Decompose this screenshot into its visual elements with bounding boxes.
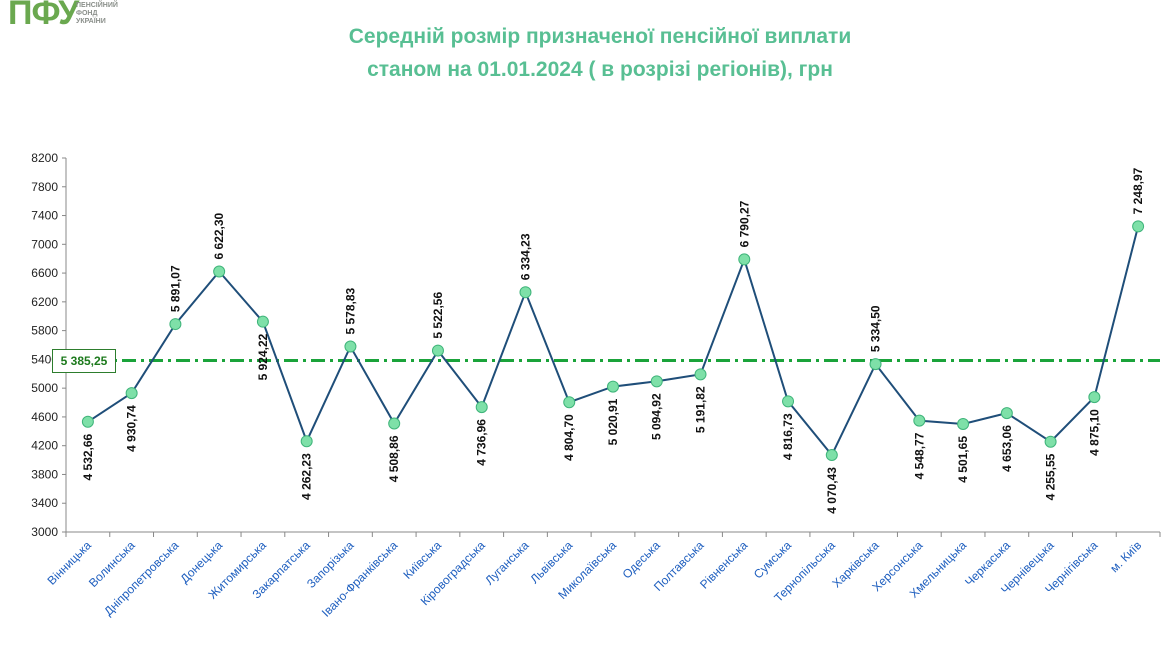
logo-subtitle: ПЕНСІЙНИЙ ФОНД УКРАЇНИ — [76, 2, 118, 26]
data-label: 5 522,56 — [431, 292, 445, 339]
data-point — [1088, 391, 1101, 404]
data-label: 5 334,50 — [869, 305, 883, 352]
logo-line-1: ПЕНСІЙНИЙ — [76, 2, 118, 9]
y-tick-label: 3800 — [31, 467, 58, 481]
y-tick-label: 5400 — [31, 352, 58, 366]
data-label: 5 020,91 — [606, 398, 620, 445]
data-point — [869, 358, 882, 371]
data-label: 4 804,70 — [562, 414, 576, 461]
x-category-label: м. Київ — [1107, 538, 1144, 575]
y-tick-label: 6200 — [31, 295, 58, 309]
data-point — [913, 414, 926, 427]
y-tick-label: 7400 — [31, 209, 58, 223]
y-tick-label: 4200 — [31, 439, 58, 453]
x-category-label: Рівненська — [697, 538, 751, 592]
data-point — [81, 415, 94, 428]
y-tick-label: 4600 — [31, 410, 58, 424]
data-label: 5 094,92 — [650, 393, 664, 440]
data-point — [300, 435, 313, 448]
data-label: 4 532,66 — [81, 433, 95, 480]
data-point — [607, 380, 619, 393]
data-label: 4 875,10 — [1087, 409, 1101, 456]
average-value-label: 5 385,25 — [52, 349, 116, 373]
data-point — [1044, 435, 1057, 448]
data-label: 4 070,43 — [825, 467, 839, 514]
data-label: 4 816,73 — [781, 413, 795, 460]
y-tick-label: 5000 — [31, 381, 58, 395]
data-label: 5 891,07 — [168, 265, 182, 312]
data-label: 4 930,74 — [125, 405, 139, 452]
data-point — [1000, 407, 1013, 420]
data-point — [563, 396, 576, 409]
logo-line-2: ФОНД — [76, 10, 98, 17]
data-point — [431, 344, 444, 357]
data-label: 5 924,22 — [256, 333, 270, 380]
data-label: 5 578,83 — [343, 287, 357, 334]
data-label: 4 736,96 — [475, 419, 489, 466]
data-label: 4 255,55 — [1044, 453, 1058, 500]
data-point — [782, 395, 795, 408]
data-point — [169, 318, 182, 331]
data-point — [519, 286, 532, 299]
data-label: 4 548,77 — [912, 432, 926, 479]
data-label: 4 653,06 — [1000, 425, 1014, 472]
pfu-logo: ПФУ ПЕНСІЙНИЙ ФОНД УКРАЇНИ — [8, 0, 128, 40]
data-label: 4 508,86 — [387, 435, 401, 482]
data-label: 6 622,30 — [212, 212, 226, 259]
logo-line-3: УКРАЇНИ — [76, 18, 106, 25]
y-tick-label: 8200 — [31, 151, 58, 165]
data-point — [213, 265, 226, 278]
chart-title-line-2: станом на 01.01.2024 ( в розрізі регіоні… — [367, 58, 833, 81]
data-label: 6 334,23 — [518, 233, 532, 280]
y-tick-label: 3400 — [31, 496, 58, 510]
data-label: 5 191,82 — [694, 386, 708, 433]
y-tick-label: 7800 — [31, 180, 58, 194]
data-point — [388, 417, 401, 430]
logo-mark: ПФУ — [8, 0, 79, 32]
x-category-label: Київська — [400, 538, 444, 582]
data-point — [125, 387, 138, 400]
data-point — [694, 368, 707, 381]
data-point — [256, 315, 269, 328]
y-tick-label: 6600 — [31, 266, 58, 280]
data-label: 7 248,97 — [1131, 167, 1145, 214]
data-point — [957, 417, 970, 430]
y-tick-label: 7000 — [31, 237, 58, 251]
data-label: 4 262,23 — [300, 453, 314, 500]
chart-title: Середній розмір призначеної пенсійної ви… — [0, 20, 1173, 86]
y-tick-label: 3000 — [31, 525, 58, 539]
x-category-label: Івано-Франківська — [319, 538, 401, 620]
x-category-label: Луганська — [482, 538, 532, 588]
data-label: 4 501,65 — [956, 436, 970, 483]
data-point — [1132, 220, 1145, 233]
chart-title-line-1: Середній розмір призначеної пенсійної ви… — [348, 25, 852, 48]
x-category-label: Одеська — [620, 538, 663, 581]
data-point — [825, 449, 838, 462]
x-category-label: Сумська — [751, 538, 795, 582]
data-point — [738, 253, 751, 266]
x-category-label: Дніпропетровська — [101, 538, 182, 619]
data-point — [344, 340, 357, 353]
data-point — [475, 401, 488, 414]
data-label: 6 790,27 — [737, 200, 751, 247]
data-point — [650, 375, 663, 388]
y-tick-label: 5800 — [31, 324, 58, 338]
